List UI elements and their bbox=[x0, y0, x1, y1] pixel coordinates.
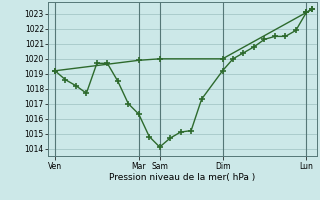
X-axis label: Pression niveau de la mer( hPa ): Pression niveau de la mer( hPa ) bbox=[109, 173, 256, 182]
